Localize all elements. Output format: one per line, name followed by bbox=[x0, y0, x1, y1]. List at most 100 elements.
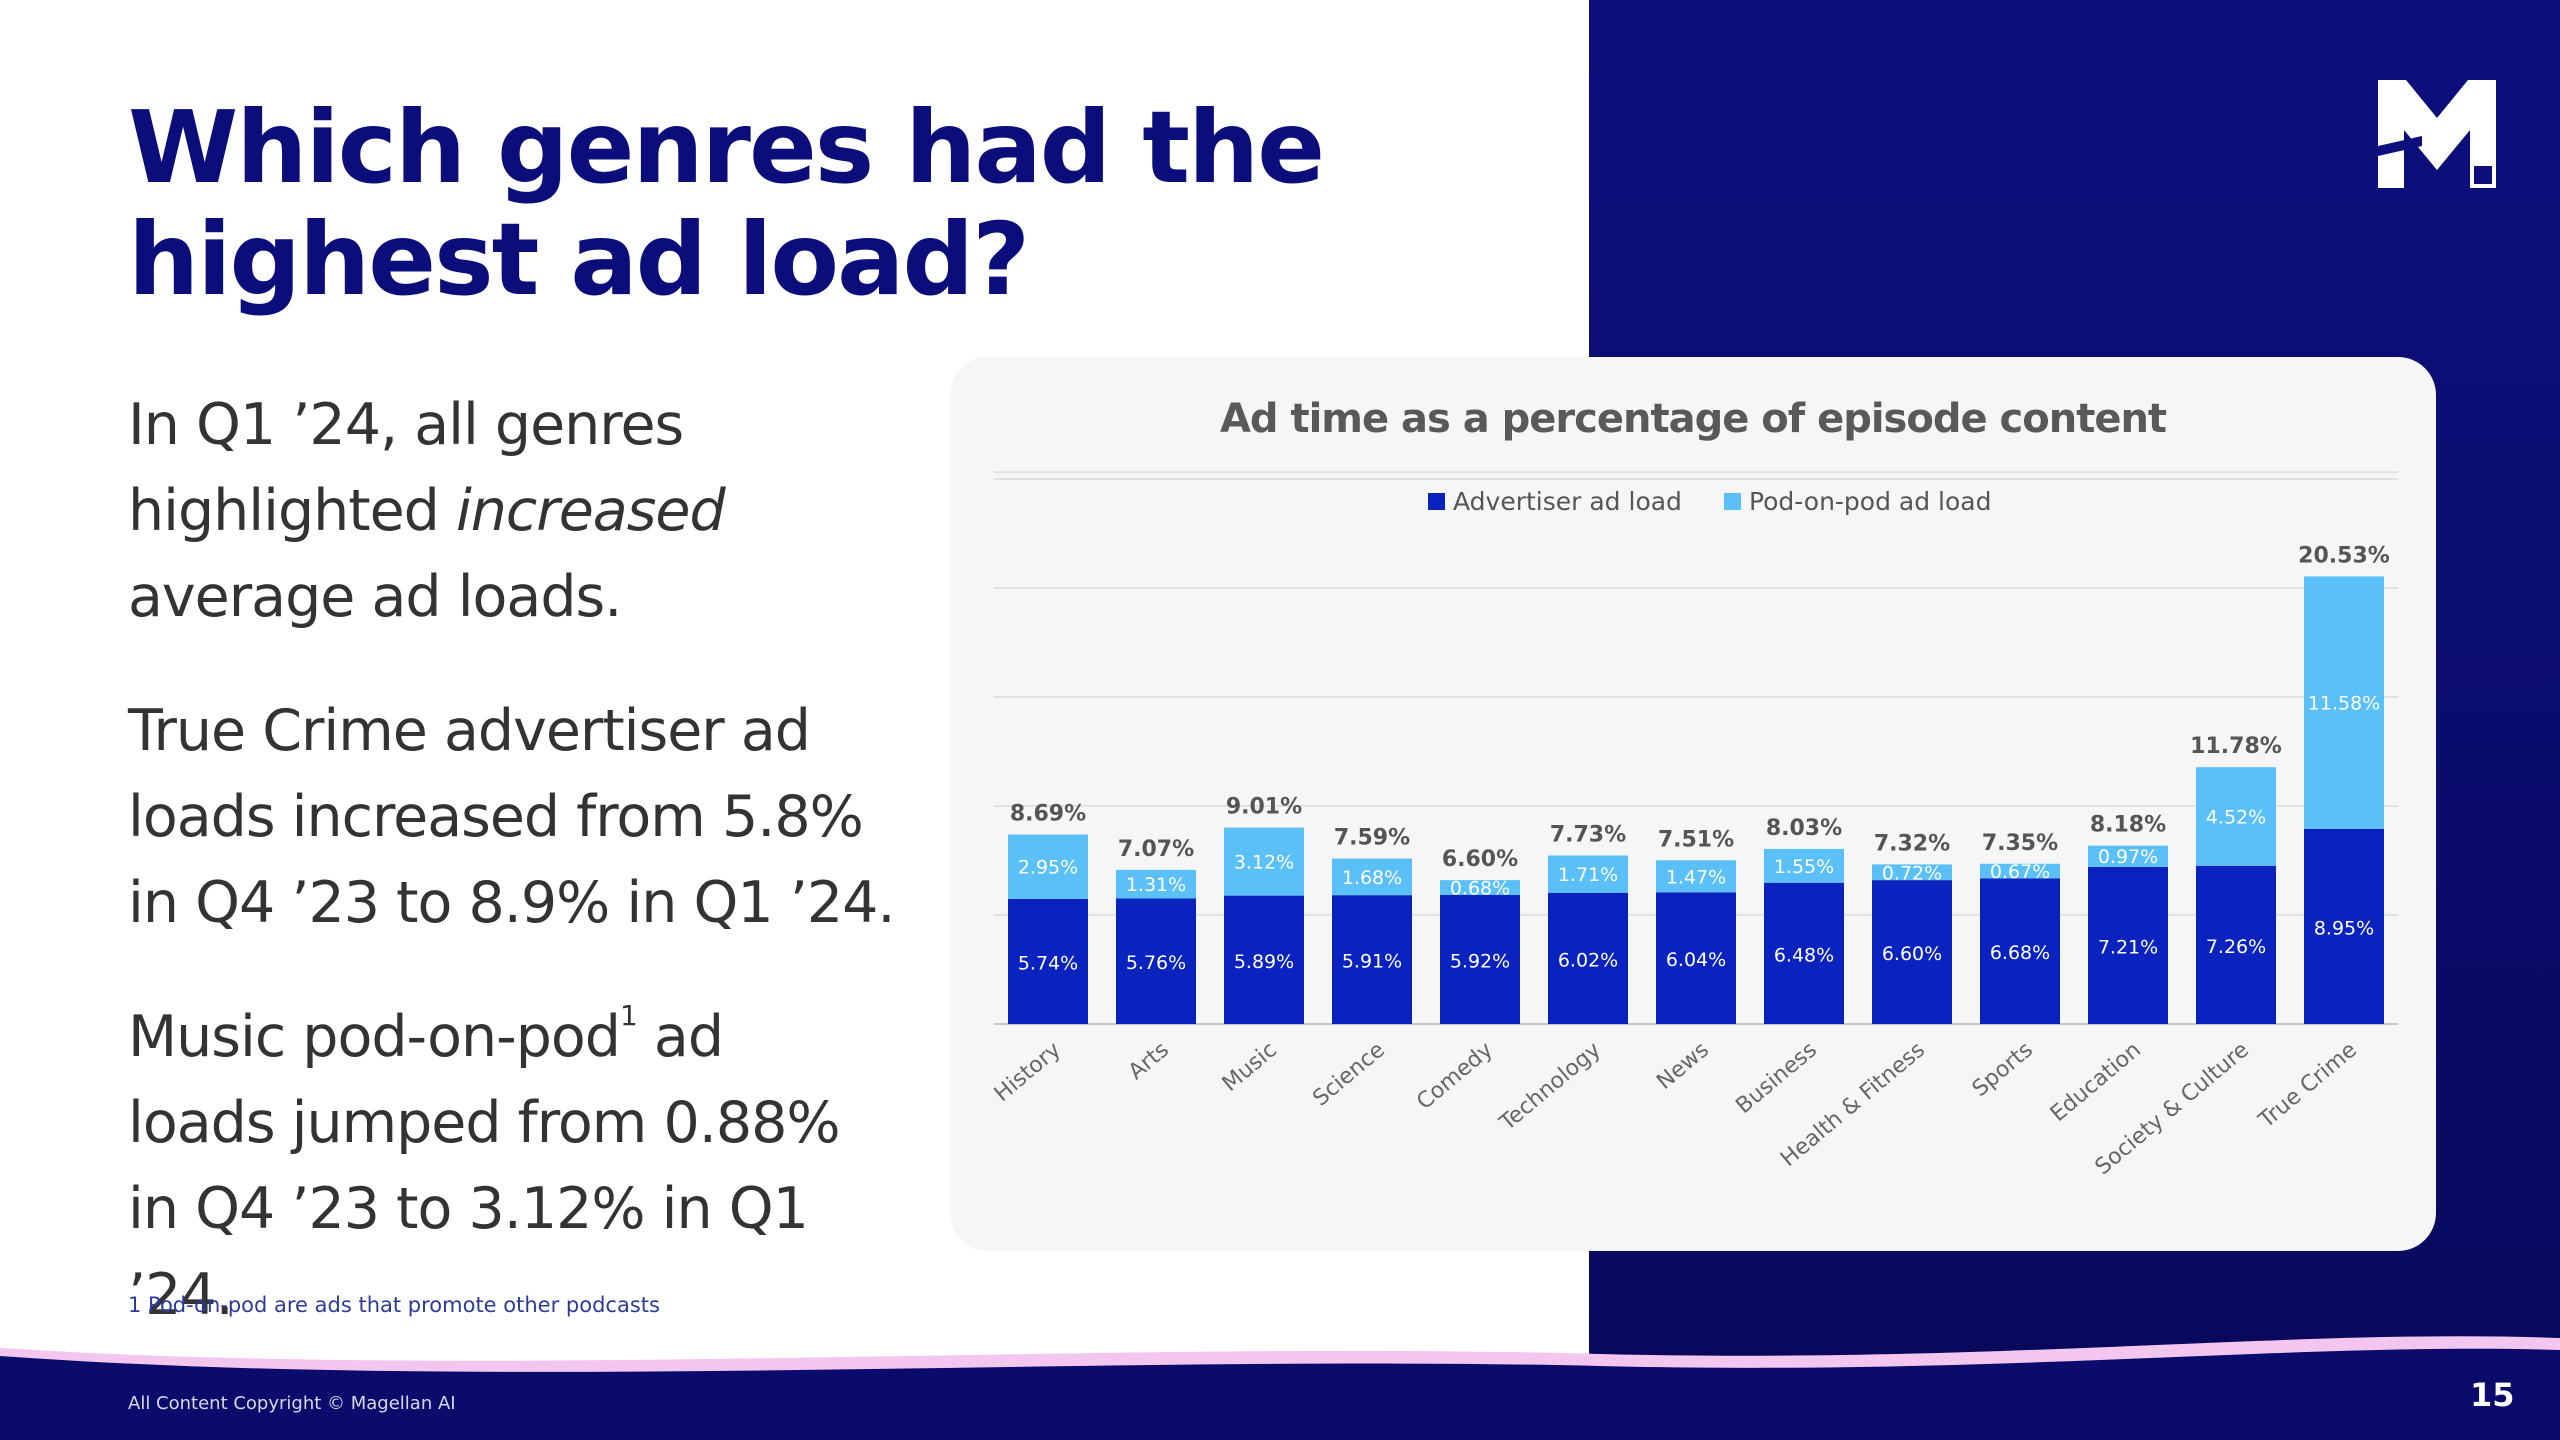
x-tick-label: True Crime bbox=[2254, 1037, 2362, 1133]
data-label-total: 6.60% bbox=[1442, 847, 1518, 872]
data-label-pod-on-pod: 0.67% bbox=[1990, 861, 2050, 883]
bar-advertiser bbox=[1008, 898, 1088, 1024]
data-label-total: 8.18% bbox=[2090, 813, 2166, 838]
para1-emphasis: increased bbox=[455, 478, 726, 544]
data-label-total: 11.78% bbox=[2190, 734, 2282, 759]
title-line-2: highest ad load? bbox=[128, 201, 1030, 318]
data-label-total: 9.01% bbox=[1226, 795, 1302, 820]
data-label-pod-on-pod: 11.58% bbox=[2308, 693, 2380, 715]
data-label-advertiser: 5.74% bbox=[1018, 952, 1078, 974]
bar-pod-on-pod bbox=[1224, 827, 1304, 896]
para2-line1: True Crime advertiser ad bbox=[128, 698, 811, 764]
bar-advertiser bbox=[1116, 898, 1196, 1024]
bar-pod-on-pod bbox=[2304, 576, 2384, 829]
chart-card bbox=[950, 357, 2436, 1251]
bar-pod-on-pod bbox=[1440, 880, 1520, 895]
bottom-wave-band bbox=[0, 1336, 2560, 1440]
data-label-pod-on-pod: 3.12% bbox=[1234, 852, 1294, 874]
bar-advertiser bbox=[1440, 894, 1520, 1024]
bar-advertiser bbox=[1764, 882, 1844, 1024]
bar-advertiser bbox=[1872, 880, 1952, 1024]
data-label-advertiser: 8.95% bbox=[2314, 917, 2374, 939]
bar-advertiser bbox=[1224, 895, 1304, 1024]
data-label-total: 7.32% bbox=[1874, 831, 1950, 856]
bar-pod-on-pod bbox=[1008, 834, 1088, 899]
x-tick-label: Sports bbox=[1968, 1037, 2038, 1101]
legend-swatch-advertiser bbox=[1428, 493, 1445, 510]
x-tick-label: Business bbox=[1731, 1037, 1821, 1119]
data-label-advertiser: 5.89% bbox=[1234, 951, 1294, 973]
bar-advertiser bbox=[1332, 895, 1412, 1024]
bar-advertiser bbox=[2088, 866, 2168, 1024]
copyright-text: All Content Copyright © Magellan AI bbox=[128, 1393, 456, 1414]
legend-label-advertiser: Advertiser ad load bbox=[1453, 487, 1682, 516]
data-label-total: 8.03% bbox=[1766, 816, 1842, 841]
data-label-pod-on-pod: 1.31% bbox=[1126, 874, 1186, 896]
title-line-1: Which genres had the bbox=[128, 89, 1325, 206]
x-tick-label: History bbox=[990, 1037, 1066, 1106]
legend-item-pod-on-pod: Pod-on-pod ad load bbox=[1723, 487, 1992, 516]
data-label-advertiser: 6.48% bbox=[1774, 944, 1834, 966]
bar-advertiser bbox=[1548, 892, 1628, 1024]
para3-line1-end: ad bbox=[636, 1004, 724, 1070]
data-label-advertiser: 6.60% bbox=[1882, 943, 1942, 965]
data-label-total: 7.07% bbox=[1118, 837, 1194, 862]
bar-pod-on-pod bbox=[1548, 855, 1628, 893]
para1-line3: average ad loads. bbox=[128, 564, 622, 630]
x-tick-label: Science bbox=[1308, 1037, 1389, 1111]
data-label-total: 7.59% bbox=[1334, 826, 1410, 851]
legend-label-pod-on-pod: Pod-on-pod ad load bbox=[1748, 487, 1992, 516]
x-tick-label: Technology bbox=[1495, 1037, 1606, 1136]
data-label-advertiser: 7.21% bbox=[2098, 936, 2158, 958]
bar-pod-on-pod bbox=[2196, 767, 2276, 866]
slide-title: Which genres had the highest ad load? bbox=[128, 92, 1428, 316]
data-label-total: 7.73% bbox=[1550, 822, 1626, 847]
bar-pod-on-pod bbox=[1332, 858, 1412, 896]
data-label-total: 7.35% bbox=[1982, 831, 2058, 856]
para3-line3: in Q4 ’23 to 3.12% in Q1 ’24. bbox=[128, 1176, 809, 1328]
data-label-advertiser: 6.68% bbox=[1990, 942, 2050, 964]
bar-pod-on-pod bbox=[1872, 864, 1952, 881]
legend-item-advertiser: Advertiser ad load bbox=[1428, 487, 1682, 516]
x-tick-label: Education bbox=[2046, 1037, 2146, 1127]
page-number: 15 bbox=[2470, 1376, 2515, 1414]
data-label-pod-on-pod: 0.72% bbox=[1882, 862, 1942, 884]
data-label-pod-on-pod: 1.68% bbox=[1342, 867, 1402, 889]
data-label-advertiser: 6.02% bbox=[1558, 949, 1618, 971]
x-tick-label: Arts bbox=[1124, 1037, 1174, 1085]
data-label-advertiser: 5.92% bbox=[1450, 950, 1510, 972]
footnote-marker: 1 bbox=[619, 999, 638, 1032]
data-label-advertiser: 7.26% bbox=[2206, 936, 2266, 958]
data-label-pod-on-pod: 0.97% bbox=[2098, 846, 2158, 868]
data-label-pod-on-pod: 1.55% bbox=[1774, 856, 1834, 878]
bar-advertiser bbox=[1980, 878, 2060, 1024]
bar-advertiser bbox=[2196, 865, 2276, 1024]
data-label-advertiser: 5.76% bbox=[1126, 952, 1186, 974]
data-label-advertiser: 6.04% bbox=[1666, 949, 1726, 971]
chart-legend: Advertiser ad load Pod-on-pod ad load bbox=[1428, 487, 1991, 516]
chart-title: Ad time as a percentage of episode conte… bbox=[1219, 396, 2167, 442]
data-label-total: 7.51% bbox=[1658, 827, 1734, 852]
stacked-bar-chart: 5.74% 2.95% 8.69% History 5.76% 1.31% 7.07% Art… bbox=[990, 471, 2398, 1180]
bar-pod-on-pod bbox=[1116, 869, 1196, 899]
para2-line3: in Q4 ’23 to 8.9% in Q1 ’24. bbox=[128, 870, 895, 936]
data-label-total: 8.69% bbox=[1010, 802, 1086, 827]
data-label-pod-on-pod: 4.52% bbox=[2206, 806, 2266, 828]
x-tick-label: Music bbox=[1218, 1037, 1282, 1096]
data-label-advertiser: 5.91% bbox=[1342, 951, 1402, 973]
para3-line2: loads jumped from 0.88% bbox=[128, 1090, 841, 1156]
magellan-m-logo-icon bbox=[2378, 80, 2496, 188]
data-label-pod-on-pod: 1.47% bbox=[1666, 866, 1726, 888]
bar-pod-on-pod bbox=[2088, 845, 2168, 867]
data-label-pod-on-pod: 0.68% bbox=[1450, 878, 1510, 900]
bar-advertiser bbox=[1656, 892, 1736, 1024]
bar-pod-on-pod bbox=[1764, 848, 1844, 883]
footnote: 1 Pod-on-pod are ads that promote other … bbox=[128, 1293, 660, 1317]
bar-pod-on-pod bbox=[1980, 863, 2060, 879]
paragraph-music-pod-on-pod: Music pod-on-pod1 ad loads jumped from 0… bbox=[128, 994, 928, 1338]
legend-swatch-pod-on-pod bbox=[1723, 493, 1741, 510]
para2-line2: loads increased from 5.8% bbox=[128, 784, 864, 850]
x-tick-label: News bbox=[1652, 1037, 1714, 1094]
bar-advertiser bbox=[2304, 828, 2384, 1024]
para1-line1: In Q1 ’24, all genres bbox=[128, 392, 684, 458]
